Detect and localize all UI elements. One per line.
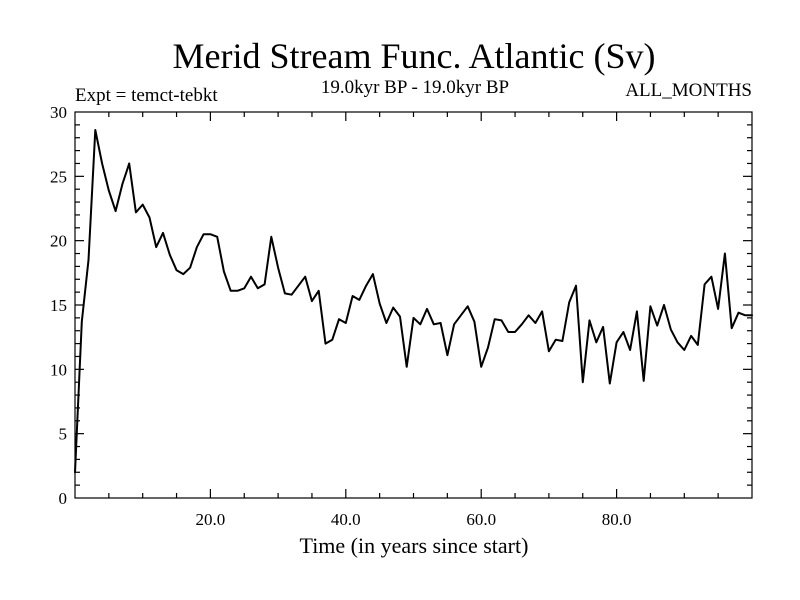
y-tick-label-15: 15: [50, 296, 67, 315]
y-tick-label-0: 0: [59, 489, 68, 508]
months-label: ALL_MONTHS: [625, 80, 752, 101]
y-tick-label-25: 25: [50, 167, 67, 186]
x-axis-ticks: [108, 112, 719, 498]
chart-title: Merid Stream Func. Atlantic (Sv): [173, 36, 656, 76]
x-axis-tick-labels: 20.0 40.0 60.0 80.0: [196, 510, 632, 529]
x-tick-label-40.0: 40.0: [331, 510, 361, 529]
experiment-label: Expt = temct-tebkt: [75, 85, 218, 106]
period-label: 19.0kyr BP - 19.0kyr BP: [321, 77, 509, 98]
y-tick-label-10: 10: [50, 360, 67, 379]
y-tick-label-20: 20: [50, 232, 67, 251]
series-line-merid-stream-func: [74, 129, 753, 474]
y-tick-label-5: 5: [59, 425, 68, 444]
y-tick-label-30: 30: [50, 103, 67, 122]
x-tick-label-80.0: 80.0: [602, 510, 632, 529]
x-tick-label-60.0: 60.0: [466, 510, 496, 529]
y-axis-tick-labels: 0 5 10 15 20 25 30: [50, 103, 67, 508]
x-axis-label: Time (in years since start): [300, 533, 529, 558]
x-tick-label-20.0: 20.0: [196, 510, 226, 529]
